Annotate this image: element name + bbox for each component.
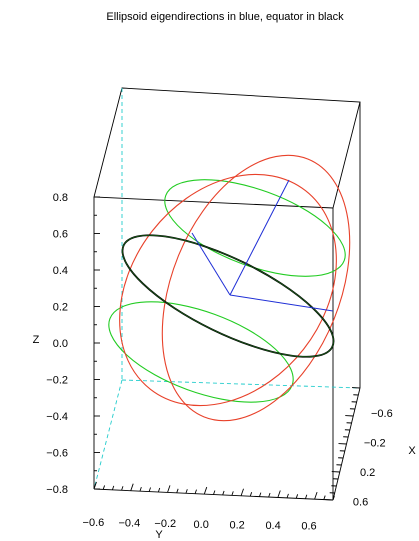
red-meridian-inner <box>161 154 351 422</box>
y-tick <box>323 495 326 500</box>
y-tick-label: −0.4 <box>118 518 140 530</box>
red-meridians <box>119 154 351 422</box>
y-tick-label: 0.2 <box>230 519 245 531</box>
z-tick-label: −0.4 <box>46 411 68 423</box>
y-tick <box>130 483 134 491</box>
y-tick <box>268 492 271 498</box>
hidden-edge-back-bottom <box>121 379 361 389</box>
z-axis-label: Z <box>33 334 40 346</box>
green-ring-upper <box>164 179 346 277</box>
y-tick <box>314 492 318 500</box>
y-tick-label: −0.6 <box>83 517 105 529</box>
y-tick <box>139 486 142 492</box>
y-tick <box>295 494 299 499</box>
z-tick-label: 0.6 <box>53 229 68 241</box>
eigendirection-1 <box>229 179 290 296</box>
x-tick-label: −0.6 <box>371 408 393 420</box>
y-tick <box>240 488 244 496</box>
y-axis-label: Y <box>155 529 163 541</box>
box-top-face <box>93 87 361 209</box>
y-tick <box>222 490 225 496</box>
y-tick <box>332 495 335 501</box>
y-tick <box>194 489 197 494</box>
y-tick <box>121 486 124 491</box>
y-tick <box>249 492 253 497</box>
eigendirection-2 <box>191 232 231 296</box>
eigendirection-3 <box>229 294 334 312</box>
y-tick <box>93 481 97 490</box>
z-tick-label: 0.4 <box>53 265 68 277</box>
chart-title: Ellipsoid eigendirections in blue, equat… <box>106 11 344 23</box>
y-axis-tick-labels: −0.6 −0.4 −0.2 0.0 0.2 0.4 0.6 <box>83 517 317 532</box>
z-tick-label: 0.2 <box>53 302 68 314</box>
y-tick <box>185 489 188 494</box>
y-tick <box>277 490 281 498</box>
y-tick <box>259 492 262 497</box>
z-tick-label: −0.8 <box>46 484 68 496</box>
eigendirections <box>191 179 334 312</box>
x-tick-label: 0.6 <box>353 496 368 508</box>
y-tick-label: 0.4 <box>265 520 280 532</box>
z-axis-ticks <box>94 196 100 490</box>
hidden-edge-left-bottom <box>93 379 123 490</box>
y-tick <box>213 490 216 495</box>
y-tick <box>111 485 115 490</box>
equator-highlight <box>122 234 334 358</box>
y-tick-label: −0.2 <box>154 518 176 530</box>
y-tick <box>286 493 289 499</box>
z-tick-label: 0.0 <box>53 338 68 350</box>
z-axis-tick-labels: 0.8 0.6 0.4 0.2 0.0 −0.2 −0.4 −0.6 −0.8 <box>46 192 68 496</box>
z-tick-label: 0.8 <box>53 192 68 204</box>
hidden-edges <box>93 88 361 490</box>
y-tick <box>102 485 106 490</box>
y-tick <box>304 494 308 499</box>
y-tick <box>157 487 161 493</box>
red-meridian-outer <box>119 173 337 407</box>
y-tick <box>231 491 234 496</box>
y-tick-label: 0.6 <box>301 521 316 533</box>
z-tick-label: −0.6 <box>46 448 68 460</box>
x-tick-label: 0.2 <box>360 467 375 479</box>
x-axis-tick-labels: −0.6 −0.2 0.2 0.6 <box>353 408 393 508</box>
y-tick-label: 0.0 <box>194 519 209 531</box>
y-tick <box>148 487 151 492</box>
equator-ellipse <box>121 234 335 358</box>
x-tick-label: −0.2 <box>364 437 386 449</box>
y-tick <box>176 488 179 493</box>
x-axis-ticks <box>324 387 361 501</box>
z-tick-label: −0.2 <box>46 375 68 387</box>
y-tick <box>167 485 171 493</box>
box-edges <box>93 87 361 501</box>
x-axis-label: X <box>408 445 416 457</box>
y-axis-ticks <box>93 481 335 501</box>
y-tick <box>203 486 208 495</box>
